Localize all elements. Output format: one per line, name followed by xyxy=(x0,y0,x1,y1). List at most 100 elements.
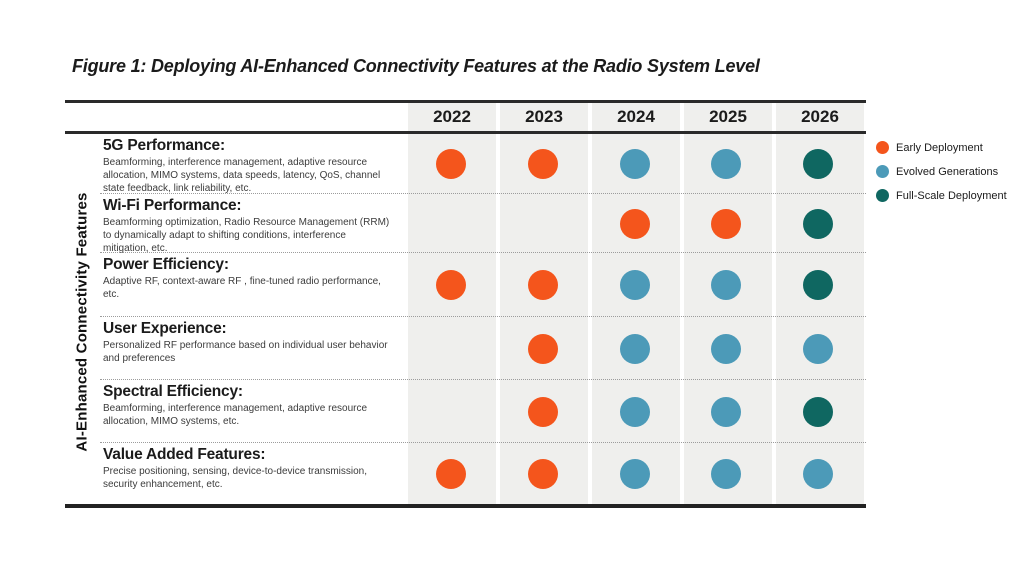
matrix-cell-2023 xyxy=(499,317,587,380)
matrix-body: 5G Performance: Beamforming, interference… xyxy=(65,134,866,504)
early-deployment-dot xyxy=(527,333,558,364)
row-separator xyxy=(100,316,866,317)
legend: Early Deployment Evolved Generations Full-… xyxy=(876,141,1007,213)
matrix-cell-2023 xyxy=(499,253,587,317)
legend-item-evolved: Evolved Generations xyxy=(876,165,1007,178)
feature-heading: 5G Performance: xyxy=(103,137,225,154)
matrix-cell-2024 xyxy=(591,443,679,504)
early-deployment-dot xyxy=(619,208,650,239)
year-header-2026: 2026 xyxy=(776,103,864,131)
matrix-cell-2022 xyxy=(407,380,495,443)
full-deployment-dot xyxy=(803,149,834,179)
feature-row: Power Efficiency: Adaptive RF, context-aw… xyxy=(65,253,866,317)
evolved-deployment-dot xyxy=(711,270,742,300)
early-deployment-dot xyxy=(711,208,742,239)
row-separator xyxy=(100,193,866,194)
matrix-cell-2023 xyxy=(499,443,587,504)
matrix-cell-2024 xyxy=(591,253,679,317)
early-deployment-dot xyxy=(436,270,467,300)
matrix-cell-2026 xyxy=(774,317,862,380)
feature-label-block: Power Efficiency: Adaptive RF, context-aw… xyxy=(65,253,407,317)
matrix-cell-2022 xyxy=(407,134,495,194)
legend-item-full: Full-Scale Deployment xyxy=(876,189,1007,202)
feature-description: Beamforming, interference management, ad… xyxy=(103,402,368,427)
feature-label-block: Spectral Efficiency: Beamforming, interfe… xyxy=(65,380,407,443)
feature-label-block: 5G Performance: Beamforming, interference… xyxy=(65,134,407,194)
matrix-cell-2025 xyxy=(683,134,771,194)
feature-label-block: Value Added Features: Precise positioning… xyxy=(65,443,407,504)
early-deployment-dot xyxy=(527,270,558,300)
matrix-cell-2026 xyxy=(774,134,862,194)
full-deployment-dot xyxy=(803,208,834,239)
evolved-deployment-dot xyxy=(803,458,834,489)
matrix-cell-2022 xyxy=(407,317,495,380)
matrix-cell-2023 xyxy=(499,194,587,253)
matrix-cell-2022 xyxy=(407,443,495,504)
legend-label: Early Deployment xyxy=(896,141,983,154)
legend-label: Full-Scale Deployment xyxy=(896,189,1007,202)
matrix-cell-2023 xyxy=(499,134,587,194)
matrix-cell-2024 xyxy=(591,317,679,380)
year-header-2023: 2023 xyxy=(500,103,588,131)
feature-row: User Experience: Personalized RF performa… xyxy=(65,317,866,380)
matrix-cell-2023 xyxy=(499,380,587,443)
full-legend-dot-icon xyxy=(876,189,889,202)
feature-label-block: User Experience: Personalized RF performa… xyxy=(65,317,407,380)
early-deployment-dot xyxy=(436,458,467,489)
matrix-cell-2025 xyxy=(683,443,771,504)
deployment-roadmap-matrix: 2022 2023 2024 2025 2026 5G Performance: Beam… xyxy=(65,100,866,508)
evolved-deployment-dot xyxy=(619,396,650,427)
evolved-deployment-dot xyxy=(619,458,650,489)
matrix-cell-2025 xyxy=(683,317,771,380)
evolved-deployment-dot xyxy=(711,333,742,364)
matrix-cell-2025 xyxy=(683,380,771,443)
legend-label: Evolved Generations xyxy=(896,165,999,178)
matrix-cell-2026 xyxy=(774,380,862,443)
matrix-cell-2026 xyxy=(774,253,862,317)
matrix-bottom-rule xyxy=(65,504,866,508)
evolved-deployment-dot xyxy=(711,396,742,427)
legend-item-early: Early Deployment xyxy=(876,141,1007,154)
feature-description: Precise positioning, sensing, device-to-… xyxy=(103,465,368,490)
matrix-rows: 5G Performance: Beamforming, interference… xyxy=(65,134,866,504)
feature-description: Adaptive RF, context-aware RF , fine-tun… xyxy=(103,275,381,300)
matrix-top-rule xyxy=(65,100,866,103)
row-separator xyxy=(100,379,866,380)
evolved-deployment-dot xyxy=(619,333,650,364)
feature-heading: Spectral Efficiency: xyxy=(103,383,243,400)
evolved-deployment-dot xyxy=(619,270,650,300)
year-header-2024: 2024 xyxy=(592,103,680,131)
evolved-deployment-dot xyxy=(803,333,834,364)
matrix-cell-2022 xyxy=(407,253,495,317)
evolved-deployment-dot xyxy=(711,149,742,179)
evolved-legend-dot-icon xyxy=(876,165,889,178)
figure-title: Figure 1: Deploying AI-Enhanced Connecti… xyxy=(72,56,760,76)
evolved-deployment-dot xyxy=(619,149,650,179)
row-separator xyxy=(100,252,866,253)
matrix-cell-2026 xyxy=(774,194,862,253)
early-deployment-dot xyxy=(527,149,558,179)
matrix-header-rule xyxy=(65,131,866,134)
matrix-cell-2025 xyxy=(683,194,771,253)
feature-heading: Value Added Features: xyxy=(103,446,266,463)
feature-row: Spectral Efficiency: Beamforming, interfe… xyxy=(65,380,866,443)
feature-description: Beamforming optimization, Radio Resource… xyxy=(103,216,390,254)
feature-heading: Wi-Fi Performance: xyxy=(103,197,242,214)
early-legend-dot-icon xyxy=(876,141,889,154)
feature-row: 5G Performance: Beamforming, interference… xyxy=(65,134,866,194)
early-deployment-dot xyxy=(527,396,558,427)
year-header-2025: 2025 xyxy=(684,103,772,131)
early-deployment-dot xyxy=(436,149,467,179)
matrix-cell-2024 xyxy=(591,380,679,443)
row-separator xyxy=(100,442,866,443)
feature-label-block: Wi-Fi Performance: Beamforming optimizati… xyxy=(65,194,407,254)
feature-heading: Power Efficiency: xyxy=(103,256,229,273)
year-header-2022: 2022 xyxy=(408,103,496,131)
evolved-deployment-dot xyxy=(711,458,742,489)
feature-description: Personalized RF performance based on ind… xyxy=(103,339,388,364)
feature-description: Beamforming, interference management, ad… xyxy=(103,156,381,194)
early-deployment-dot xyxy=(527,458,558,489)
matrix-cell-2022 xyxy=(407,194,495,253)
matrix-cell-2024 xyxy=(591,134,679,194)
